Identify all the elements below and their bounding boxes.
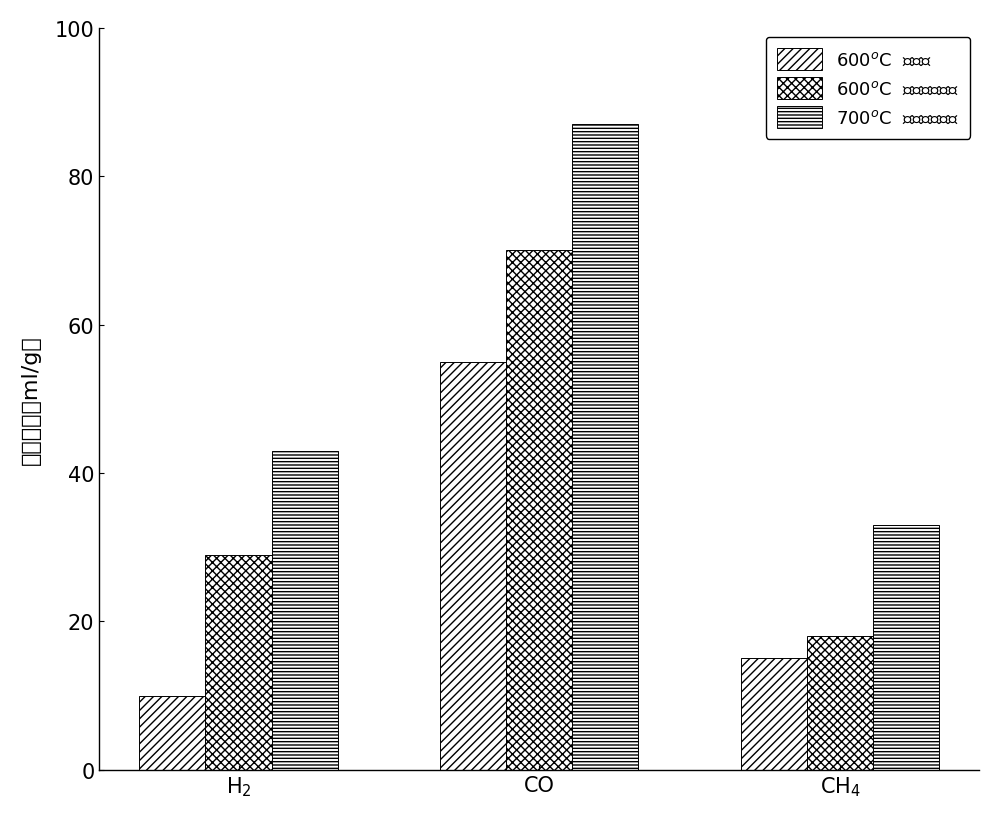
Bar — [741, 658, 807, 770]
Legend: 600$^o$C  无催化, 600$^o$C  复合半焦催化, 700$^o$C  复合半焦催化: 600$^o$C 无催化, 600$^o$C 复合半焦催化, 700$^o$C … — [766, 38, 970, 140]
Bar — [873, 525, 939, 770]
Y-axis label: 气体产率（ml/g）: 气体产率（ml/g） — [21, 334, 41, 464]
Bar — [807, 636, 873, 770]
Bar — [572, 125, 638, 770]
Bar — [506, 251, 572, 770]
Bar — [440, 362, 506, 770]
Bar — [205, 555, 272, 770]
Bar — [272, 451, 338, 770]
Bar — [139, 695, 205, 770]
